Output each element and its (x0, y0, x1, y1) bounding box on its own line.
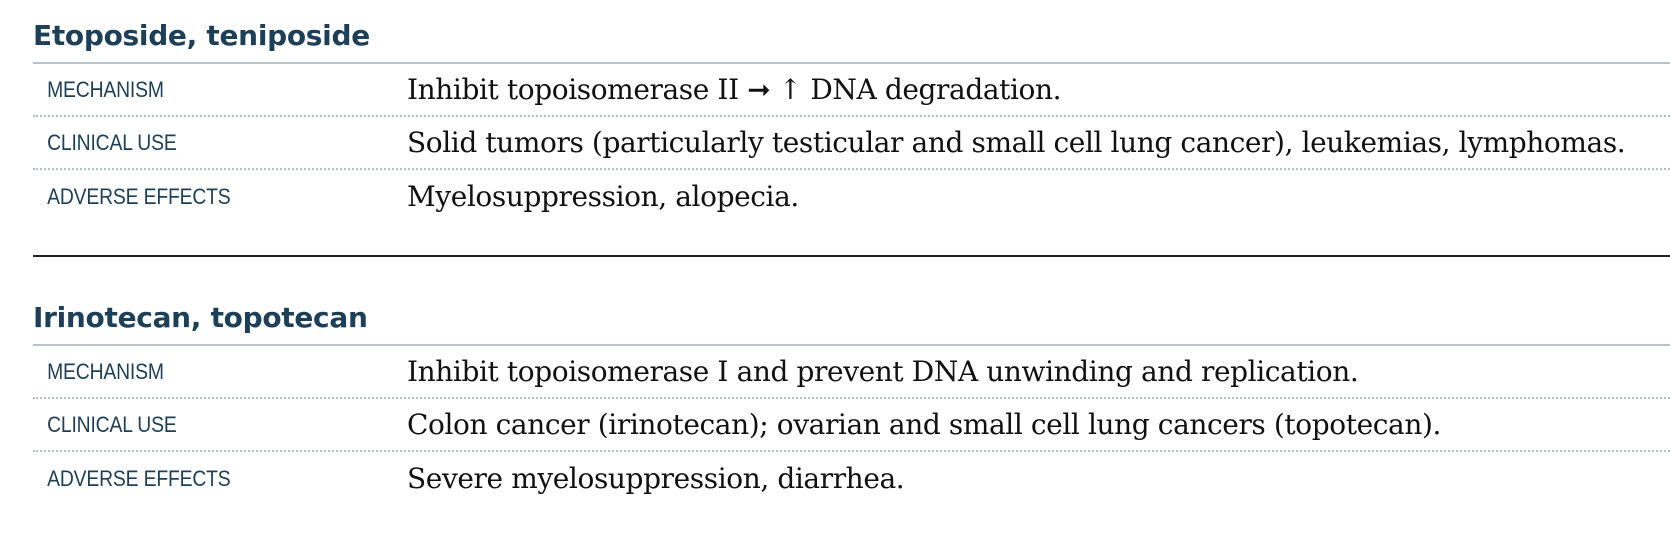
row-label: CLINICAL USE (47, 129, 177, 155)
row-label: CLINICAL USE (47, 411, 177, 437)
row-label: ADVERSE EFFECTS (47, 183, 231, 209)
drug-section-irinotecan: Irinotecan, topotecan MECHANISM Inhibit … (33, 298, 1670, 505)
row-label: MECHANISM (47, 76, 164, 102)
section-divider (33, 255, 1670, 257)
row-value: Colon cancer (irinotecan); ovarian and s… (407, 408, 1441, 441)
row-value: Severe myelosuppression, diarrhea. (407, 462, 905, 495)
title-rule (33, 62, 1670, 64)
row-label: MECHANISM (47, 358, 164, 384)
section-title: Etoposide, teniposide (33, 19, 370, 52)
table-row-adverse-effects: ADVERSE EFFECTS Severe myelosuppression,… (33, 452, 1670, 505)
row-value: Inhibit topoisomerase II ➞ ↑ DNA degrada… (407, 73, 1062, 106)
row-value: Inhibit topoisomerase I and prevent DNA … (407, 355, 1359, 388)
table-row-clinical-use: CLINICAL USE Colon cancer (irinotecan); … (33, 399, 1670, 452)
row-value: Myelosuppression, alopecia. (407, 180, 799, 213)
table-row-mechanism: MECHANISM Inhibit topoisomerase I and pr… (33, 346, 1670, 399)
drug-info-table: MECHANISM Inhibit topoisomerase I and pr… (33, 346, 1670, 505)
row-label: ADVERSE EFFECTS (47, 465, 231, 491)
table-row-mechanism: MECHANISM Inhibit topoisomerase II ➞ ↑ D… (33, 64, 1670, 117)
row-value: Solid tumors (particularly testicular an… (407, 126, 1626, 159)
drug-info-table: MECHANISM Inhibit topoisomerase II ➞ ↑ D… (33, 64, 1670, 223)
title-rule (33, 344, 1670, 346)
section-title: Irinotecan, topotecan (33, 301, 368, 334)
table-row-adverse-effects: ADVERSE EFFECTS Myelosuppression, alopec… (33, 170, 1670, 223)
drug-section-etoposide: Etoposide, teniposide MECHANISM Inhibit … (33, 16, 1670, 223)
table-row-clinical-use: CLINICAL USE Solid tumors (particularly … (33, 117, 1670, 170)
